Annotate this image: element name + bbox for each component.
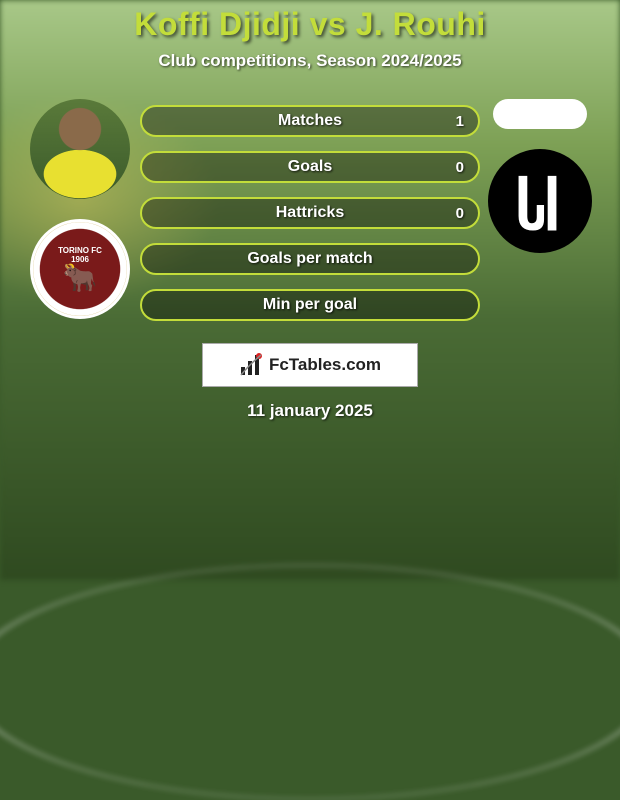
club-badge-juventus (488, 149, 592, 253)
stat-right-value: 0 (456, 205, 464, 222)
stat-label: Goals (288, 158, 332, 176)
stat-right-value: 1 (456, 113, 464, 130)
player-photo-left (30, 99, 130, 199)
stat-row-goals: Goals 0 (140, 151, 480, 183)
club-badge-torino: TORINO FC 1906 🐂 (30, 219, 130, 319)
stat-row-min-per-goal: Min per goal (140, 289, 480, 321)
stat-row-hattricks: Hattricks 0 (140, 197, 480, 229)
juventus-logo-icon (504, 165, 577, 238)
stat-label: Min per goal (263, 296, 357, 314)
fctables-text: FcTables.com (269, 355, 381, 375)
stat-row-matches: Matches 1 (140, 105, 480, 137)
bull-icon: 🐂 (63, 264, 98, 292)
player-photo-right-placeholder (493, 99, 587, 129)
left-column: TORINO FC 1906 🐂 (20, 99, 140, 319)
stat-right-value: 0 (456, 159, 464, 176)
stat-label: Matches (278, 112, 342, 130)
subtitle: Club competitions, Season 2024/2025 (158, 51, 461, 71)
stat-label: Goals per match (247, 250, 372, 268)
content-root: Koffi Djidji vs J. Rouhi Club competitio… (0, 0, 620, 580)
date-text: 11 january 2025 (247, 401, 373, 421)
fctables-logo: FcTables.com (202, 343, 418, 387)
stat-label: Hattricks (276, 204, 344, 222)
main-row: TORINO FC 1906 🐂 Matches 1 Goals 0 Hattr… (0, 99, 620, 321)
torino-label: TORINO FC (58, 246, 102, 255)
stat-row-goals-per-match: Goals per match (140, 243, 480, 275)
right-column (480, 99, 600, 253)
bars-icon (239, 353, 263, 377)
page-title: Koffi Djidji vs J. Rouhi (134, 6, 486, 43)
stats-column: Matches 1 Goals 0 Hattricks 0 Goals per … (140, 99, 480, 321)
